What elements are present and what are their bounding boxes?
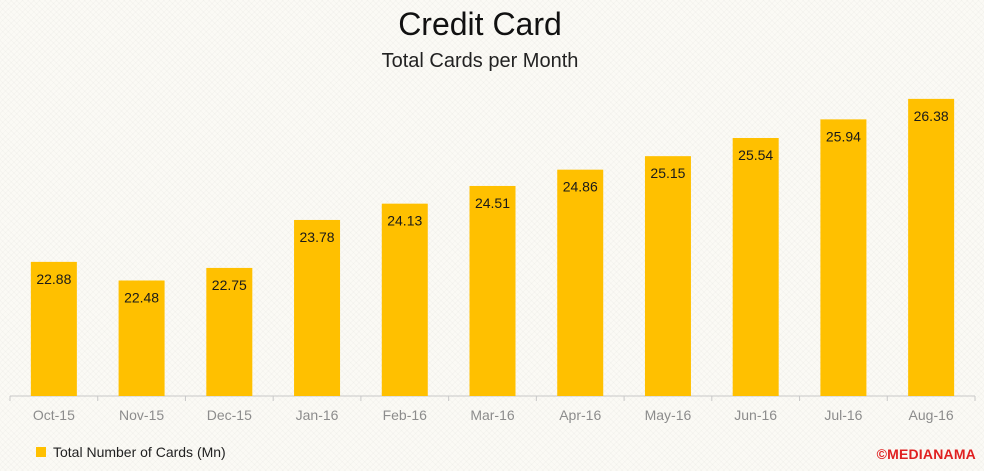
legend-swatch <box>36 447 46 457</box>
data-label: 24.13 <box>387 213 422 229</box>
chart-subtitle: Total Cards per Month <box>381 50 579 72</box>
x-tick-label: Jan-16 <box>296 407 339 423</box>
x-tick-label: Jul-16 <box>824 407 862 423</box>
data-label: 25.54 <box>738 147 773 163</box>
data-label: 22.88 <box>36 271 71 287</box>
x-tick-label: Mar-16 <box>470 407 515 423</box>
bar-aug-16 <box>908 98 955 397</box>
bar-mar-16 <box>469 185 516 396</box>
x-tick-label: Apr-16 <box>559 407 601 423</box>
bar-jul-16 <box>820 119 867 396</box>
x-tick-label: Oct-15 <box>33 407 75 423</box>
data-label: 25.94 <box>826 128 861 144</box>
x-tick-label: Feb-16 <box>383 407 428 423</box>
bar-dec-15 <box>206 267 253 396</box>
bar-jan-16 <box>294 219 341 396</box>
data-label: 24.51 <box>475 195 510 211</box>
chart-title: Credit Card <box>398 6 562 42</box>
bar-feb-16 <box>381 203 428 396</box>
chart-legend: Total Number of Cards (Mn) <box>36 444 226 460</box>
legend-label: Total Number of Cards (Mn) <box>53 444 226 460</box>
bar-oct-15 <box>30 261 77 396</box>
bar-apr-16 <box>557 169 604 396</box>
data-label: 23.78 <box>300 229 335 245</box>
data-label: 22.75 <box>212 277 247 293</box>
data-label: 25.15 <box>650 165 685 181</box>
x-tick-label: Dec-15 <box>207 407 252 423</box>
x-tick-label: Aug-16 <box>909 407 954 423</box>
x-tick-label: Nov-15 <box>119 407 164 423</box>
data-label: 24.86 <box>563 179 598 195</box>
x-tick-label: Jun-16 <box>734 407 777 423</box>
bar-nov-15 <box>118 280 165 396</box>
data-label: 22.48 <box>124 290 159 306</box>
bar-jun-16 <box>732 137 779 396</box>
data-label: 26.38 <box>914 108 949 124</box>
x-tick-label: May-16 <box>645 407 692 423</box>
medianama-watermark: ©MEDIANAMA <box>876 446 976 462</box>
bar-may-16 <box>644 156 691 396</box>
